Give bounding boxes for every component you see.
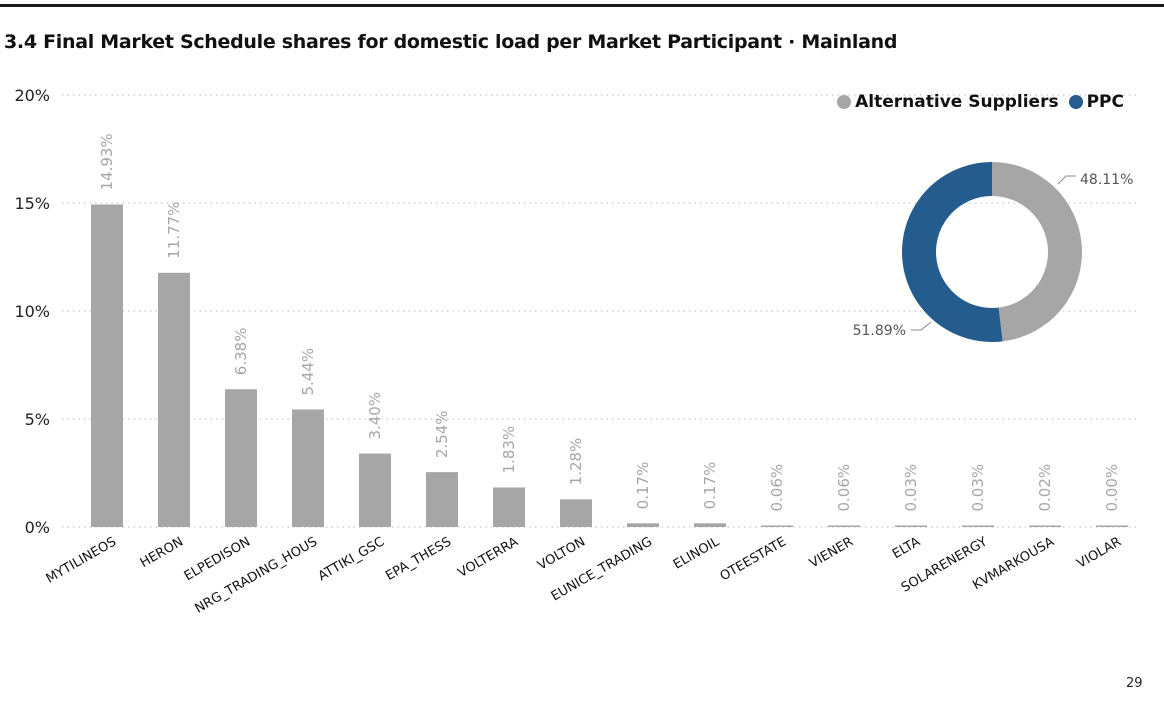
leader-line: [1057, 175, 1076, 185]
bar-value-label: 0.02%: [1036, 464, 1054, 512]
leader-line: [911, 321, 932, 331]
donut-value-label: 51.89%: [853, 323, 906, 339]
y-tick-label: 20%: [14, 86, 50, 105]
bar: [828, 525, 860, 527]
bar-value-label: 1.83%: [500, 426, 518, 474]
x-tick-label: ELTA: [890, 534, 923, 562]
x-tick-label: NRG_TRADING_HOUS: [192, 534, 320, 616]
x-tick-label: HERON: [138, 534, 186, 570]
bar-value-label: 0.00%: [1103, 464, 1121, 512]
donut-legend: Alternative Suppliers PPC: [837, 92, 1124, 112]
legend-item-alternative[interactable]: Alternative Suppliers: [837, 92, 1059, 112]
bar-value-label: 0.17%: [701, 462, 719, 510]
x-tick-label: ATTIKI_GSC: [316, 534, 387, 584]
x-tick-label: VIOLAR: [1075, 534, 1124, 571]
bar-value-label: 0.03%: [902, 464, 920, 512]
x-tick-label: MYTILINEOS: [44, 534, 119, 586]
page-title: 3.4 Final Market Schedule shares for dom…: [4, 31, 898, 53]
legend-swatch-ppc: [1068, 95, 1083, 109]
bar-value-label: 5.44%: [299, 348, 317, 396]
bar: [1029, 525, 1061, 527]
x-tick-label: VOLTON: [535, 534, 588, 573]
y-tick-label: 10%: [14, 302, 50, 321]
legend-label-alternative: Alternative Suppliers: [855, 92, 1059, 112]
x-tick-label: EPA_THESS: [383, 534, 454, 584]
bar: [426, 472, 458, 527]
bar: [493, 487, 525, 527]
bar-value-label: 0.06%: [768, 464, 786, 512]
x-tick-label: VOLTERRA: [456, 534, 522, 581]
bar: [158, 272, 190, 527]
bar: [560, 499, 592, 527]
bar-value-label: 1.28%: [567, 438, 585, 486]
legend-label-ppc: PPC: [1086, 92, 1124, 112]
page-number: 29: [1126, 676, 1143, 691]
bar: [895, 525, 927, 527]
legend-swatch-alternative: [837, 95, 852, 109]
bar: [292, 409, 324, 527]
bar: [359, 453, 391, 527]
bar-value-label: 0.03%: [969, 464, 987, 512]
y-tick-label: 5%: [25, 410, 50, 429]
bar: [962, 525, 994, 527]
bar-value-label: 11.77%: [165, 202, 183, 259]
legend-item-ppc[interactable]: PPC: [1068, 92, 1124, 112]
bar-value-label: 3.40%: [366, 392, 384, 440]
top-rule: [0, 4, 1164, 7]
bar: [694, 523, 726, 527]
bar-value-label: 14.93%: [98, 133, 116, 190]
y-tick-label: 0%: [25, 518, 50, 537]
bar-value-label: 0.17%: [634, 462, 652, 510]
bar-value-label: 2.54%: [433, 410, 451, 458]
bar: [91, 204, 123, 527]
x-tick-label: OTEESTATE: [718, 534, 789, 584]
donut-value-label: 48.11%: [1080, 172, 1133, 188]
bar: [1096, 525, 1128, 527]
x-tick-label: ELINOIL: [671, 534, 723, 573]
bar: [225, 389, 257, 527]
bar: [627, 523, 659, 527]
y-tick-label: 15%: [14, 194, 50, 213]
bar-value-label: 6.38%: [232, 328, 250, 376]
donut-slice: [992, 162, 1082, 342]
bar: [761, 525, 793, 527]
bar-value-label: 0.06%: [835, 464, 853, 512]
x-tick-label: VIENER: [807, 534, 856, 571]
donut-slice: [902, 162, 1003, 342]
